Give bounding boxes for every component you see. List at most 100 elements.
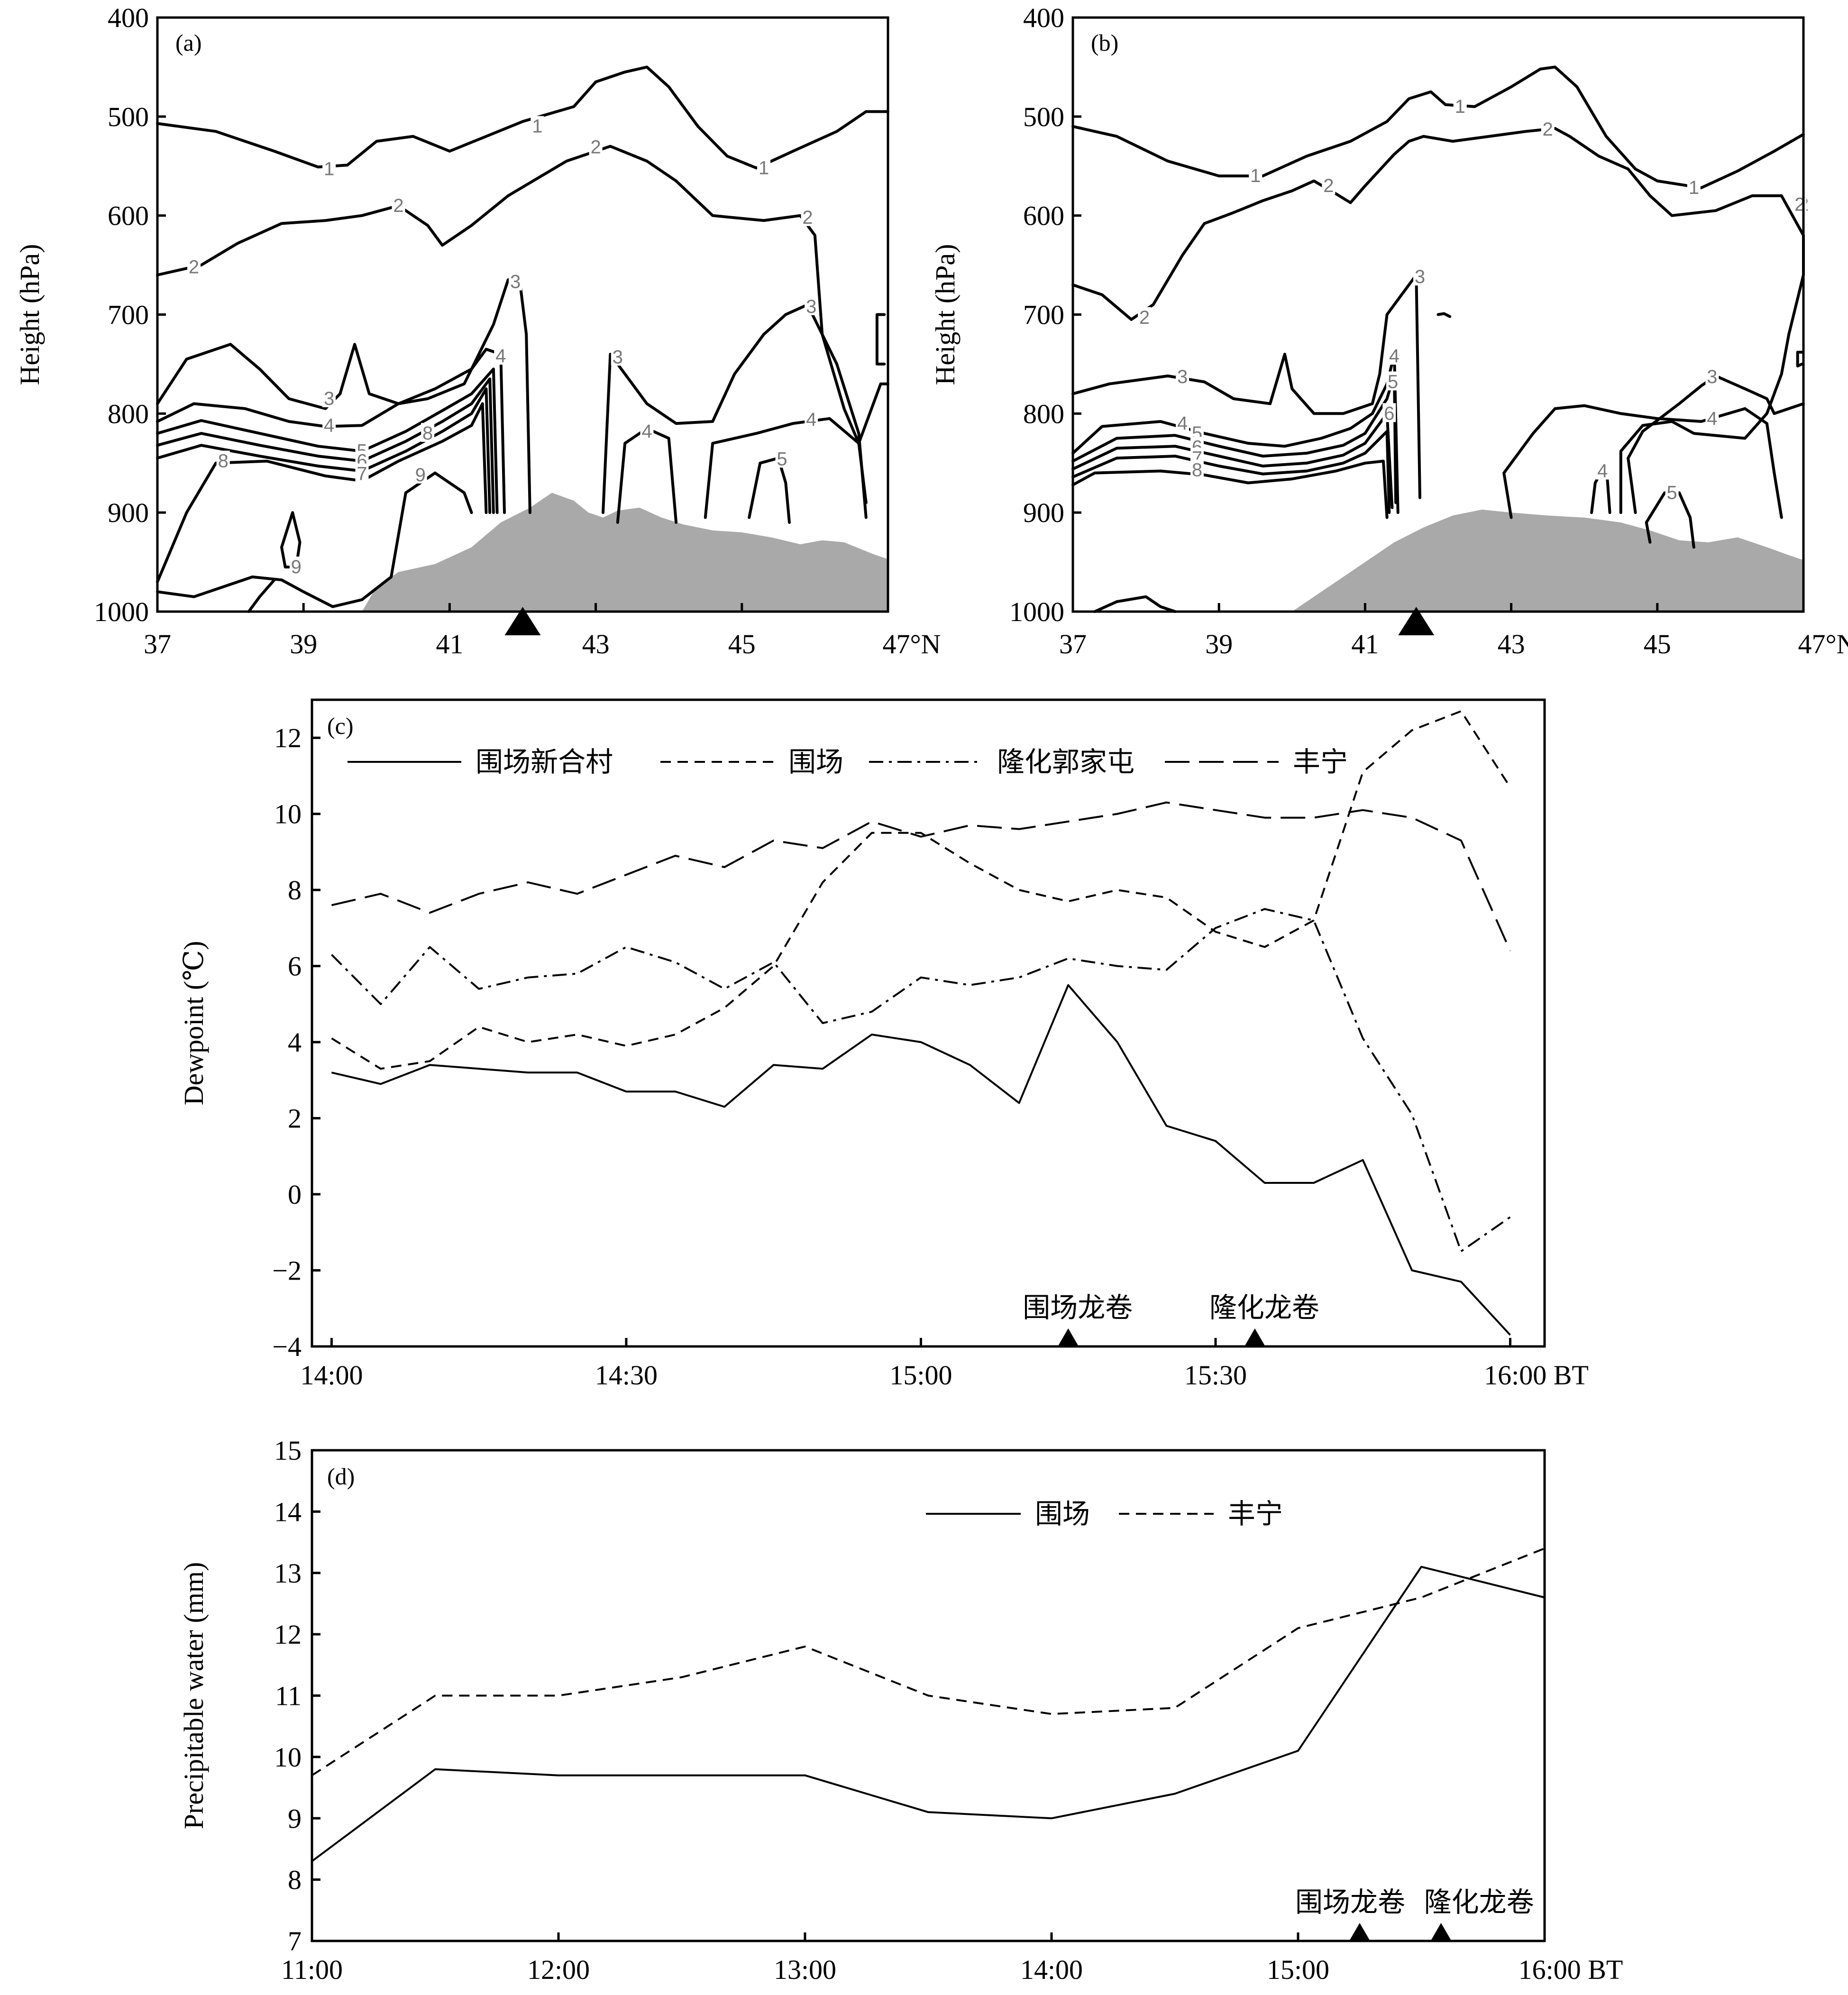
panel-label: (a) bbox=[175, 29, 202, 56]
contour-line bbox=[156, 367, 499, 514]
event-label: 隆化龙卷 bbox=[1424, 1887, 1534, 1918]
contour-line bbox=[156, 471, 473, 608]
contour-line bbox=[156, 377, 495, 514]
contour-label-bg bbox=[775, 448, 789, 468]
contour-label: 4 bbox=[806, 409, 816, 430]
contour-label-bg bbox=[1190, 459, 1204, 479]
event-label: 围场龙卷 bbox=[1295, 1887, 1405, 1918]
contour-label: 4 bbox=[1389, 346, 1400, 366]
x-tick-label: 12:00 bbox=[527, 1954, 590, 1985]
x-tick-label: 11:00 bbox=[281, 1954, 343, 1985]
contour-label: 2 bbox=[1323, 175, 1334, 196]
series-line-0 bbox=[331, 984, 1511, 1336]
panel-label: (b) bbox=[1091, 29, 1118, 56]
contour-line bbox=[156, 274, 531, 514]
x-tick-label: 15:30 bbox=[1184, 1360, 1247, 1391]
contour-label: 1 bbox=[1689, 177, 1699, 198]
contour-label: 4 bbox=[1597, 460, 1608, 481]
y-axis-title: Precipitable water (mm) bbox=[178, 1562, 209, 1830]
event-label: 围场龙卷 bbox=[1023, 1292, 1133, 1323]
terrain-shading bbox=[362, 493, 888, 612]
y-tick-label: 400 bbox=[108, 2, 149, 33]
contour-label-bg bbox=[322, 388, 336, 408]
contour-label: 9 bbox=[291, 557, 302, 577]
y-tick-label: 800 bbox=[108, 398, 149, 429]
y-tick-label: 12 bbox=[274, 1619, 302, 1650]
contour-label: 3 bbox=[1415, 266, 1425, 287]
y-tick-label: 13 bbox=[274, 1558, 302, 1589]
y-tick-label: 500 bbox=[108, 101, 149, 132]
y-tick-label: 10 bbox=[274, 799, 302, 830]
x-tick-label: 14:30 bbox=[595, 1360, 658, 1391]
contour-label-bg bbox=[1138, 307, 1152, 326]
contour-label: 8 bbox=[422, 423, 433, 444]
legend-label: 隆化郭家屯 bbox=[997, 747, 1134, 778]
contour-label: 1 bbox=[1250, 165, 1261, 186]
x-tick-label: 43 bbox=[1498, 629, 1525, 659]
contour-label-bg bbox=[289, 557, 303, 576]
y-tick-label: 1000 bbox=[94, 596, 149, 627]
contour-line bbox=[1502, 404, 1783, 519]
contour-label-bg bbox=[494, 346, 508, 365]
contour-label-bg bbox=[1386, 371, 1400, 391]
y-tick-label: 4 bbox=[288, 1027, 302, 1058]
contour-label-bg bbox=[1453, 96, 1467, 115]
contour-label-bg bbox=[1705, 408, 1719, 427]
contour-line bbox=[616, 427, 678, 524]
contour-label-bg bbox=[1176, 413, 1189, 432]
contour-label-bg bbox=[392, 195, 405, 214]
contour-label-bg bbox=[1322, 175, 1336, 195]
x-tick-label: 43 bbox=[582, 629, 610, 659]
y-tick-label: 600 bbox=[1023, 201, 1064, 231]
y-tick-label: 1000 bbox=[1009, 596, 1064, 627]
x-tick-label: 39 bbox=[290, 629, 317, 659]
y-tick-label: 700 bbox=[1023, 300, 1064, 330]
contour-label: 4 bbox=[495, 346, 506, 366]
contour-line bbox=[1071, 459, 1389, 519]
contour-line bbox=[1071, 372, 1398, 504]
contour-label-bg bbox=[1705, 366, 1719, 386]
contour-label-bg bbox=[355, 463, 369, 483]
contour-label: 6 bbox=[1384, 403, 1394, 424]
y-tick-label: 6 bbox=[288, 951, 302, 982]
contour-line bbox=[247, 578, 276, 613]
contour-line bbox=[156, 402, 488, 584]
y-tick-label: −2 bbox=[272, 1255, 302, 1286]
contour-label-bg bbox=[1665, 482, 1679, 502]
contour-label: 2 bbox=[590, 137, 601, 158]
panel-b: 1112222233344445556678400500600700800900… bbox=[930, 2, 1848, 659]
y-tick-label: 9 bbox=[288, 1803, 302, 1834]
event-marker bbox=[1244, 1328, 1265, 1346]
panel-a: 1112222333344445567889940050060070080090… bbox=[14, 2, 941, 659]
contour-line bbox=[1071, 430, 1391, 514]
x-tick-label: 41 bbox=[1351, 629, 1379, 659]
x-tick-label: 37 bbox=[144, 629, 171, 659]
contour-label: 2 bbox=[1543, 119, 1553, 140]
contour-label: 4 bbox=[324, 415, 334, 436]
legend-label: 丰宁 bbox=[1293, 747, 1348, 778]
terrain-shading bbox=[1292, 509, 1803, 612]
y-tick-label: 8 bbox=[288, 1865, 302, 1895]
contour-line bbox=[156, 65, 889, 170]
contour-line bbox=[156, 348, 506, 514]
x-tick-label: 15:00 bbox=[1267, 1954, 1329, 1985]
x-tick-label: 47°N bbox=[882, 629, 941, 659]
x-tick-label: 13:00 bbox=[774, 1954, 836, 1985]
location-marker bbox=[504, 607, 541, 635]
event-marker bbox=[1349, 1923, 1370, 1941]
contour-label-bg bbox=[1413, 266, 1427, 286]
legend-label: 围场 bbox=[788, 747, 843, 778]
contour-line bbox=[1796, 350, 1803, 368]
y-tick-label: 14 bbox=[274, 1496, 302, 1527]
contour-label-bg bbox=[322, 415, 336, 434]
contour-label: 3 bbox=[1177, 366, 1188, 387]
x-tick-label: 47°N bbox=[1798, 629, 1848, 659]
contour-label: 1 bbox=[324, 159, 334, 180]
event-marker bbox=[1058, 1328, 1079, 1346]
contour-label: 8 bbox=[218, 451, 229, 472]
event-label: 隆化龙卷 bbox=[1209, 1292, 1319, 1323]
contour-label: 4 bbox=[1707, 408, 1717, 429]
contour-label: 1 bbox=[532, 116, 542, 137]
contour-label: 9 bbox=[415, 465, 426, 485]
x-tick-label: 45 bbox=[728, 629, 756, 659]
